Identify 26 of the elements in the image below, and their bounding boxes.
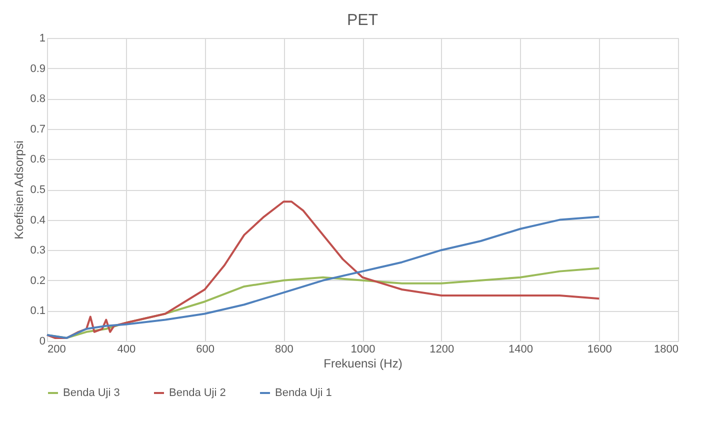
x-tick-label: 1600 (587, 344, 612, 356)
y-axis-title: Koefisien Adsorpsi (12, 140, 26, 240)
y-tick-label: 0.4 (30, 214, 46, 226)
x-tick-label: 1000 (350, 344, 376, 356)
y-tick-label: 0.8 (30, 93, 46, 106)
y-tick-label: 0.6 (30, 154, 46, 166)
legend-label: Benda Uji 2 (169, 387, 226, 399)
x-tick-label: 1800 (654, 344, 678, 356)
x-tick-label: 600 (196, 344, 214, 356)
y-tick-label: 0.9 (30, 62, 46, 75)
legend-label: Benda Uji 1 (275, 387, 332, 399)
y-tick-label: 0.1 (30, 305, 46, 318)
chart-title: PET (346, 12, 378, 29)
y-tick-label: 0.7 (30, 123, 46, 136)
x-tick-label: 1400 (508, 344, 533, 356)
y-tick-label: 0 (39, 336, 46, 348)
y-tick-label: 0.3 (30, 244, 46, 257)
y-tick-label: 0.5 (30, 184, 46, 196)
x-tick-label: 400 (117, 344, 136, 356)
legend-label: Benda Uji 3 (63, 387, 120, 399)
x-axis-title: Frekuensi (Hz) (324, 356, 402, 370)
y-tick-label: 0.2 (30, 274, 46, 287)
x-tick-label: 200 (48, 344, 66, 356)
y-tick-label: 1 (39, 32, 46, 44)
x-tick-label: 1200 (430, 344, 454, 356)
x-tick-label: 800 (274, 344, 294, 356)
